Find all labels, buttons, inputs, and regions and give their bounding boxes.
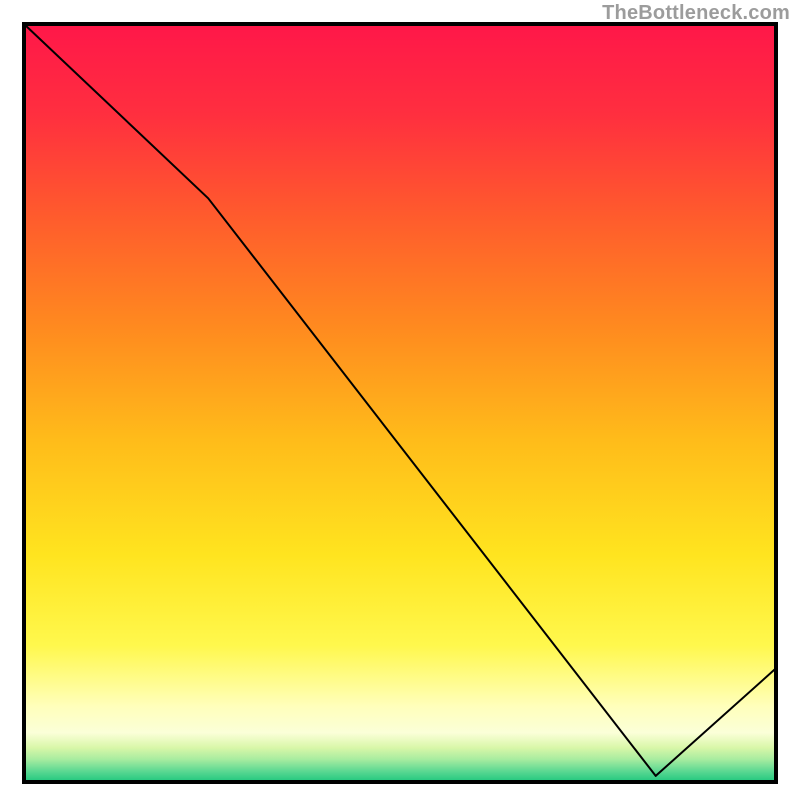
bottleneck-chart [0,0,800,800]
plot-background [24,24,776,782]
chart-container: TheBottleneck.com [0,0,800,800]
watermark-text: TheBottleneck.com [602,2,790,25]
